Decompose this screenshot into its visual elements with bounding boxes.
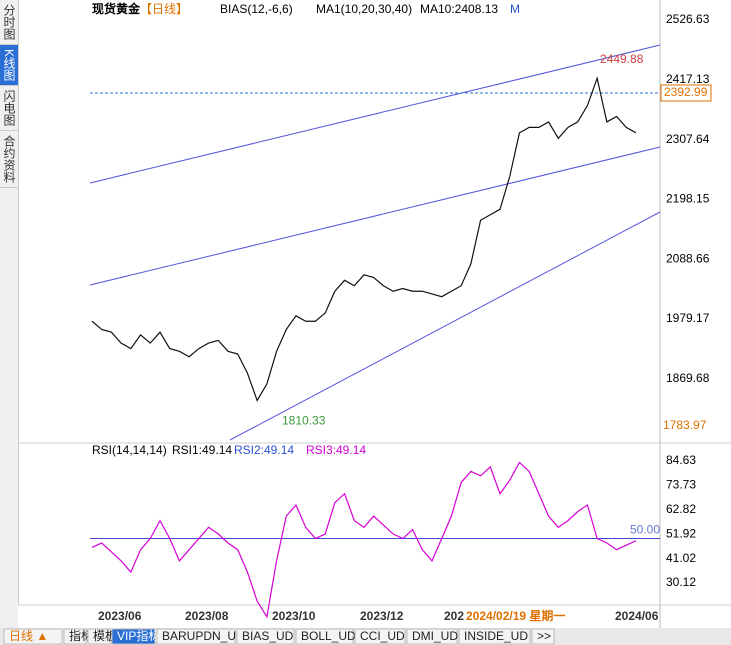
side-tab[interactable]: 闪电图 (0, 86, 18, 132)
x-tick-label: 2023/12 (360, 609, 404, 623)
tab[interactable] (111, 628, 156, 645)
tab[interactable] (156, 628, 236, 645)
tab[interactable] (531, 628, 555, 645)
tab[interactable] (87, 628, 111, 645)
symbol: 现货黄金 (92, 1, 141, 16)
rsi-tick-label: 51.92 (666, 526, 696, 540)
rsi3: RSI3:49.14 (306, 443, 366, 457)
tab[interactable] (354, 628, 406, 645)
x-tick-label: 2023/08 (185, 609, 229, 623)
rsi-level-label: 50.00 (630, 523, 660, 537)
rsi2: RSI2:49.14 (234, 443, 294, 457)
tab-label: VIP指标 (117, 628, 160, 643)
tab-label: 指标 (69, 628, 93, 643)
tab[interactable] (406, 628, 458, 645)
x-tick-label: 2023/10 (272, 609, 316, 623)
bias: BIAS(12,-6,6) (220, 2, 293, 16)
x-tick-label: 2024/02/19 星期一 (466, 608, 565, 623)
rsi-tick-label: 62.82 (666, 502, 696, 516)
tab-label: BIAS_UD (242, 629, 294, 643)
rsi-tick-label: 84.63 (666, 453, 696, 467)
current-label: 2392.99 (664, 85, 708, 99)
price-tick-label: 2198.15 (666, 192, 710, 206)
tab[interactable] (236, 628, 295, 645)
high-label: 2449.88 (600, 52, 644, 66)
m: M (510, 2, 520, 16)
rsi-line (91, 461, 637, 619)
rsi-tick-label: 30.12 (666, 575, 696, 589)
tab-label: DMI_UD (412, 629, 458, 643)
x-tick-label: 2023/06 (98, 609, 142, 623)
tab-label: 模板 (93, 629, 117, 643)
side-tab[interactable]: K线图 (0, 45, 18, 87)
tab-label: BOLL_UD (301, 629, 356, 643)
rsi-tick-label: 41.02 (666, 551, 696, 565)
x-tick-label: 2024/06 (615, 609, 659, 623)
rsi-title: RSI(14,14,14) (92, 443, 167, 457)
tab[interactable] (63, 628, 87, 645)
x-axis-bg (18, 605, 661, 627)
price-tick-label: 1979.17 (666, 311, 710, 325)
tab-label: >> (537, 629, 551, 643)
price-tick-label: 1869.68 (666, 371, 710, 385)
trend-line (89, 44, 661, 184)
sidebar: 分时图 K线图 闪电图 合约资料 (0, 0, 19, 628)
tab[interactable] (3, 628, 63, 645)
trend-line (89, 146, 661, 286)
rsi1: RSI1:49.14 (172, 443, 232, 457)
tab-label: BARUPDN_UD (162, 629, 245, 643)
ma10: MA10:2408.13 (420, 2, 498, 16)
side-tab[interactable]: 合约资料 (0, 131, 18, 189)
tab-label: CCI_UD (360, 629, 405, 643)
trend-line (229, 211, 661, 441)
price-tick-label: 2307.64 (666, 132, 710, 146)
price-tick-label: 2526.63 (666, 12, 710, 26)
tab[interactable] (458, 628, 531, 645)
price-bottom-label: 1783.97 (663, 418, 707, 432)
price-tick-label: 2417.13 (666, 72, 710, 86)
rsi-tick-label: 73.73 (666, 478, 696, 492)
x-tick-label: 202 (444, 609, 464, 623)
tab-label: 日线 ▲ (9, 629, 48, 643)
low-label: 1810.33 (282, 413, 326, 427)
price-line (91, 76, 637, 402)
ma: MA1(10,20,30,40) (316, 2, 412, 16)
tab-label: INSIDE_UD (464, 629, 528, 643)
price-tick-label: 2088.66 (666, 251, 710, 265)
side-tab[interactable]: 分时图 (0, 0, 18, 45)
tab[interactable] (295, 628, 354, 645)
current-box (660, 84, 712, 102)
period: 【日线】 (140, 2, 188, 16)
